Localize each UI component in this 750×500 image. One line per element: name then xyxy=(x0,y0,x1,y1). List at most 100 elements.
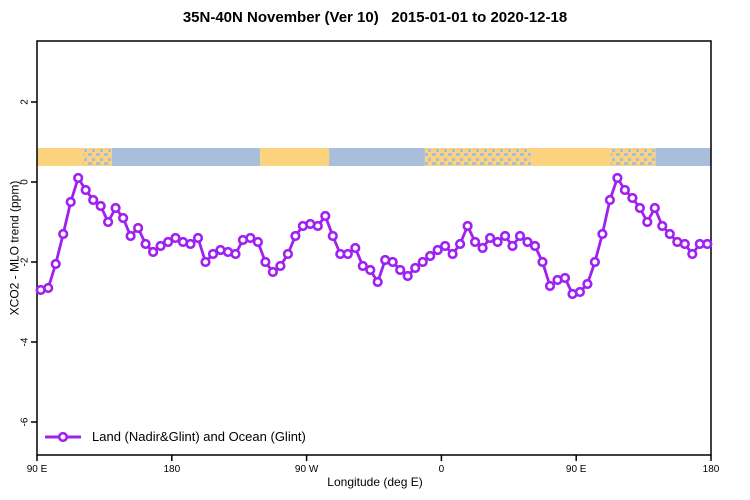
data-point xyxy=(170,232,181,244)
legend-circle xyxy=(57,431,69,442)
data-point xyxy=(88,194,99,206)
data-point xyxy=(559,272,571,284)
data-point xyxy=(544,280,556,292)
data-point xyxy=(522,236,533,248)
x-tick-label: 90 E xyxy=(27,464,48,475)
data-point xyxy=(529,240,541,252)
data-point xyxy=(133,222,144,234)
data-point xyxy=(290,230,301,242)
data-point xyxy=(387,256,398,268)
data-point xyxy=(477,242,488,254)
map-band-segment-land xyxy=(37,148,84,166)
data-point xyxy=(163,236,174,248)
data-point xyxy=(350,242,361,254)
data-point xyxy=(642,216,653,228)
data-point xyxy=(245,232,256,244)
data-point xyxy=(275,260,286,272)
data-point xyxy=(597,228,608,240)
data-point xyxy=(574,286,586,298)
x-tick-label: 0 xyxy=(439,464,445,475)
data-point xyxy=(192,232,204,244)
data-point xyxy=(200,256,211,268)
data-point xyxy=(582,278,593,290)
map-band-segment-mix xyxy=(83,148,112,166)
data-point xyxy=(657,220,668,232)
data-point xyxy=(649,202,660,214)
data-point xyxy=(185,238,196,250)
data-point xyxy=(664,228,675,240)
data-point xyxy=(327,230,338,242)
data-point xyxy=(357,260,368,272)
data-point xyxy=(117,212,129,224)
data-point xyxy=(125,230,136,242)
data-point xyxy=(627,192,638,204)
map-band-segment-mix xyxy=(610,148,656,166)
map-band-segment-ocean xyxy=(329,148,425,166)
data-point xyxy=(282,248,294,260)
map-band-segment-land xyxy=(260,148,330,166)
data-point xyxy=(679,238,690,250)
plot-border xyxy=(36,40,712,456)
data-point xyxy=(702,238,713,250)
data-point xyxy=(462,220,473,232)
data-point xyxy=(73,172,84,184)
data-point xyxy=(410,262,421,274)
x-tick-label: 180 xyxy=(163,464,180,475)
data-point xyxy=(252,236,263,248)
data-point xyxy=(604,194,616,206)
data-point xyxy=(500,230,511,242)
data-point xyxy=(492,236,503,248)
data-point xyxy=(417,256,428,268)
data-point xyxy=(470,236,481,248)
data-point xyxy=(455,238,466,250)
data-point xyxy=(50,258,61,270)
chart-title: 35N-40N November (Ver 10) 2015-01-01 to … xyxy=(182,9,568,26)
data-point xyxy=(485,232,496,244)
x-tick-label: 90 W xyxy=(295,464,319,475)
data-point xyxy=(43,282,54,294)
y-tick-label: -4 xyxy=(20,337,31,346)
data-point xyxy=(102,216,114,228)
data-point xyxy=(260,256,271,268)
data-point xyxy=(312,220,323,232)
data-point xyxy=(342,248,353,260)
x-axis-title: Longitude (deg E) xyxy=(327,475,423,489)
y-tick-label: -6 xyxy=(20,417,31,426)
x-tick-label: 90 E xyxy=(566,464,587,475)
data-point xyxy=(320,210,331,222)
data-point xyxy=(365,264,376,276)
data-point xyxy=(687,248,698,260)
y-tick-label: 0 xyxy=(20,179,31,185)
data-point xyxy=(95,200,106,212)
data-point xyxy=(612,172,623,184)
legend: Land (Nadir&Glint) and Ocean (Glint) xyxy=(44,429,306,444)
map-band-segment-mix xyxy=(424,148,532,166)
data-point xyxy=(110,202,121,214)
data-point xyxy=(537,256,548,268)
map-band-segment-ocean xyxy=(111,148,261,166)
data-point xyxy=(507,240,518,252)
data-point xyxy=(447,248,458,260)
data-point xyxy=(65,196,76,208)
data-point xyxy=(230,248,241,260)
y-tick-label: -2 xyxy=(20,257,31,266)
x-tick-label: 180 xyxy=(703,464,720,475)
data-point xyxy=(425,250,436,262)
data-point xyxy=(207,248,219,260)
data-point xyxy=(589,256,601,268)
legend-marker-icon xyxy=(45,431,81,442)
data-point xyxy=(155,240,166,252)
data-point xyxy=(619,184,631,196)
data-point xyxy=(514,230,526,242)
legend-label: Land (Nadir&Glint) and Ocean (Glint) xyxy=(92,429,306,444)
data-point xyxy=(440,240,451,252)
data-line xyxy=(39,176,709,296)
map-band-segment-ocean xyxy=(655,148,711,166)
data-point xyxy=(140,238,151,250)
data-point xyxy=(148,246,159,258)
data-point xyxy=(372,276,383,288)
y-tick-label: 2 xyxy=(20,99,31,105)
data-point xyxy=(58,228,69,240)
